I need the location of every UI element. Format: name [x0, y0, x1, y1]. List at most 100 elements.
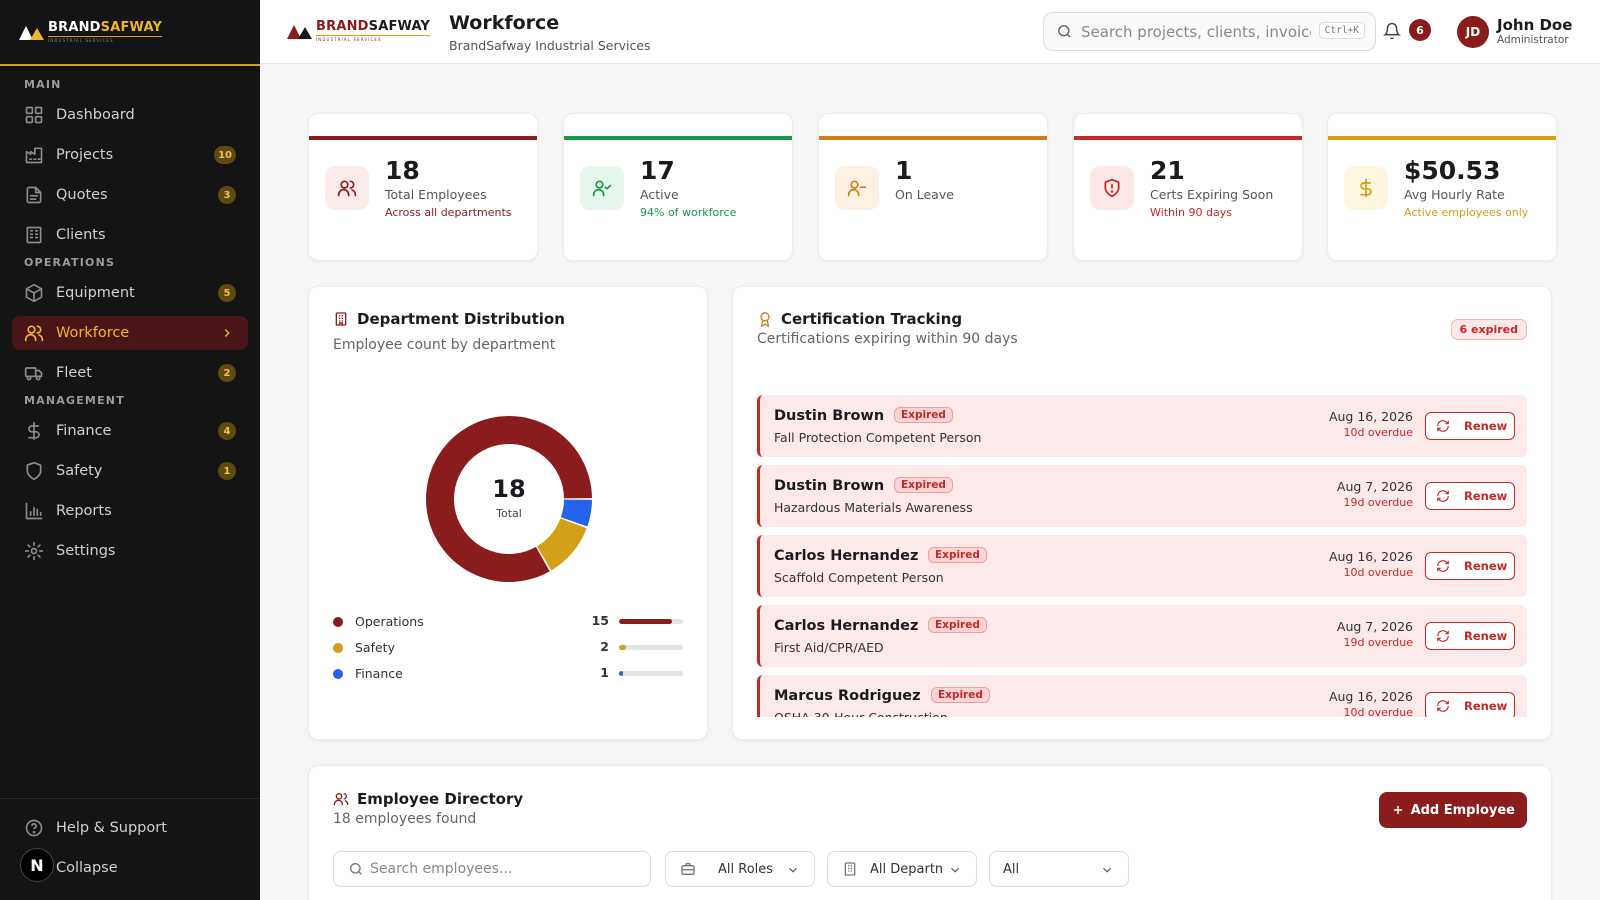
sidebar-footer: Help & Support Collapse: [0, 798, 260, 900]
sidebar-item-label: Finance: [56, 423, 112, 439]
sidebar-item-projects[interactable]: Projects 10: [12, 138, 248, 172]
sidebar-item-finance[interactable]: Finance 4: [12, 414, 248, 448]
stat-label: On Leave: [895, 187, 954, 202]
renew-button[interactable]: Renew: [1425, 552, 1515, 580]
donut-slice-safety[interactable]: [537, 518, 587, 571]
sidebar-item-equipment[interactable]: Equipment 5: [12, 276, 248, 310]
department-donut-chart: 18 Total: [426, 415, 592, 582]
brand-tagline: INDUSTRIAL SERVICES: [48, 36, 163, 43]
donut-slice-finance[interactable]: [560, 499, 592, 527]
header-logo[interactable]: BRANDSAFWAY INDUSTRIAL SERVICES: [286, 19, 431, 42]
department-subtitle: Employee count by department: [333, 337, 556, 353]
sidebar-logo[interactable]: BRANDSAFWAY INDUSTRIAL SERVICES: [0, 0, 260, 66]
bell-icon[interactable]: [1383, 22, 1401, 40]
renew-label: Renew: [1464, 489, 1508, 503]
stat-card-active: 17 Active 94% of workforce: [563, 113, 793, 261]
certification-title: Certification Tracking: [781, 310, 963, 328]
building-icon: [335, 312, 347, 326]
sidebar-item-reports[interactable]: Reports: [12, 494, 248, 528]
legend-row-operations: Operations 15: [333, 613, 685, 631]
page-subtitle: BrandSafway Industrial Services: [449, 38, 651, 53]
chevron-down-icon: [951, 867, 959, 873]
stat-value: 17: [640, 156, 675, 185]
refresh-icon: [1437, 420, 1449, 432]
brand-word-a: BRAND: [316, 19, 369, 34]
refresh-icon: [1437, 700, 1449, 712]
global-search-input[interactable]: Search projects, clients, invoices... Ct…: [1043, 12, 1376, 51]
status-filter-select[interactable]: All: [989, 851, 1129, 887]
sidebar-item-settings[interactable]: Settings: [12, 534, 248, 568]
help-support-button[interactable]: Help & Support: [12, 811, 248, 845]
refresh-icon: [1437, 630, 1449, 642]
add-employee-button[interactable]: Add Employee: [1378, 792, 1527, 828]
add-employee-label: Add Employee: [1410, 802, 1515, 818]
renew-button[interactable]: Renew: [1425, 482, 1515, 510]
renew-button[interactable]: Renew: [1425, 412, 1515, 440]
legend-progress-fill: [619, 671, 623, 676]
sidebar-item-safety[interactable]: Safety 1: [12, 454, 248, 488]
briefcase-icon: [681, 863, 695, 875]
employee-count: 18 employees found: [333, 811, 477, 827]
expiry-date: Aug 16, 2026: [1328, 549, 1413, 564]
dev-tools-badge[interactable]: N: [20, 848, 54, 882]
stat-note: 94% of workforce: [640, 206, 737, 219]
building-icon: [844, 862, 856, 876]
department-filter-select[interactable]: All Departments: [827, 851, 977, 887]
renew-label: Renew: [1464, 559, 1508, 573]
status-filter-value: All: [1003, 862, 1020, 877]
department-title: Department Distribution: [357, 310, 565, 328]
stat-label: Active: [640, 187, 679, 202]
expired-status-badge: Expired: [894, 407, 953, 423]
sidebar-item-badge: 10: [214, 146, 236, 164]
stat-label: Total Employees: [385, 187, 487, 202]
department-filter-value: All Departments: [870, 862, 942, 877]
legend-dot: [333, 617, 343, 627]
employee-name: Carlos Hernandez: [774, 618, 919, 634]
stat-label: Avg Hourly Rate: [1404, 187, 1505, 202]
stat-icon-wrap: [835, 166, 879, 210]
sidebar-item-workforce[interactable]: Workforce: [12, 316, 248, 350]
brand-tagline: INDUSTRIAL SERVICES: [316, 35, 431, 42]
sidebar-item-label: Dashboard: [56, 107, 135, 123]
overdue-label: 19d overdue: [1343, 496, 1413, 509]
sidebar-item-clients[interactable]: Clients: [12, 218, 248, 252]
sidebar-item-label: Equipment: [56, 285, 135, 301]
stat-card-certs-expiring-soon: 21 Certs Expiring Soon Within 90 days: [1073, 113, 1303, 261]
overdue-label: 10d overdue: [1343, 706, 1413, 717]
quotes-icon: [26, 186, 42, 204]
certification-subtitle: Certifications expiring within 90 days: [757, 331, 1018, 347]
legend-value: 1: [600, 665, 609, 680]
sidebar: BRANDSAFWAY INDUSTRIAL SERVICES MAIN Dash…: [0, 0, 260, 900]
certification-list[interactable]: Dustin Brown Expired Fall Protection Compe…: [757, 395, 1527, 717]
expiry-date: Aug 7, 2026: [1336, 619, 1413, 634]
sidebar-item-fleet[interactable]: Fleet 2: [12, 356, 248, 390]
certification-row: Carlos Hernandez Expired First Aid/CPR/AED…: [757, 605, 1527, 667]
donut-slice-operations[interactable]: [426, 415, 592, 582]
certification-name: Fall Protection Competent Person: [774, 430, 982, 445]
sidebar-item-dashboard[interactable]: Dashboard: [12, 98, 248, 132]
sidebar-item-quotes[interactable]: Quotes 3: [12, 178, 248, 212]
certification-name: First Aid/CPR/AED: [774, 640, 884, 655]
chevron-right-icon: [224, 328, 230, 338]
collapse-label: Collapse: [56, 860, 118, 876]
refresh-icon: [1437, 490, 1449, 502]
brand-logo-icon: [287, 25, 312, 39]
user-name[interactable]: John Doe: [1497, 16, 1573, 34]
role-filter-select[interactable]: All Roles: [665, 851, 815, 887]
employee-directory-card: Employee Directory 18 employees found Ad…: [308, 765, 1552, 900]
expired-count-badge: 6 expired: [1450, 319, 1527, 340]
shield-alert-icon: [1104, 178, 1120, 198]
top-header: BRANDSAFWAY INDUSTRIAL SERVICES Workforc…: [260, 0, 1600, 64]
donut-total-value: 18: [492, 475, 525, 503]
employee-search-input[interactable]: Search employees...: [333, 851, 651, 887]
legend-label: Safety: [355, 640, 395, 655]
stat-icon-wrap: [325, 166, 369, 210]
avatar[interactable]: JD: [1457, 16, 1489, 48]
renew-button[interactable]: Renew: [1425, 622, 1515, 650]
stat-accent-bar: [309, 136, 537, 140]
sidebar-item-label: Clients: [56, 227, 106, 243]
expired-status-badge: Expired: [928, 547, 987, 563]
gear-icon: [24, 541, 44, 561]
renew-button[interactable]: Renew: [1425, 692, 1515, 717]
stat-card-on-leave: 1 On Leave: [818, 113, 1048, 261]
